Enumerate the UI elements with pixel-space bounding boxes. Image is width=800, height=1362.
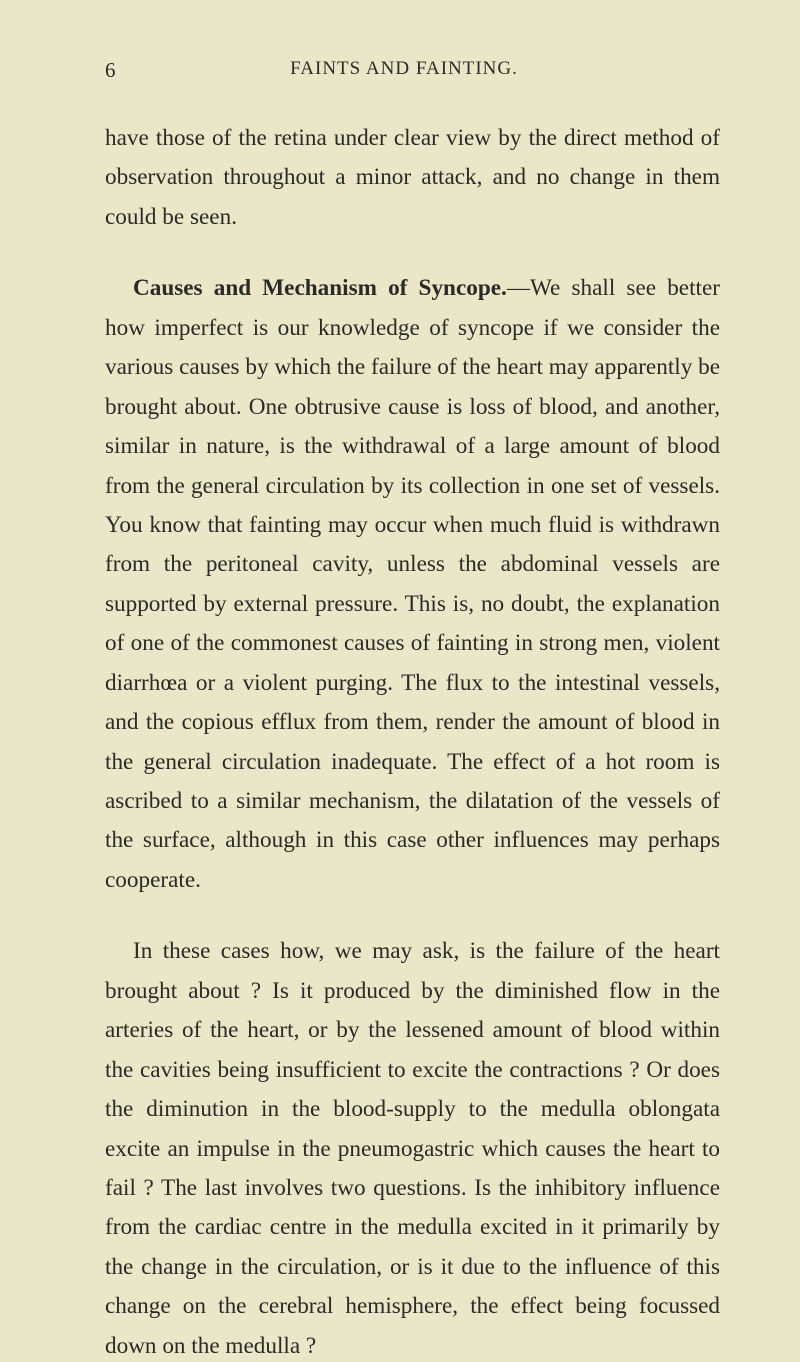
paragraph-1: have those of the retina under clear vie… (105, 119, 720, 237)
paragraph-2: Causes and Mechanism of Syncope.—We shal… (105, 269, 720, 900)
document-page: 6 FAINTS AND FAINTING. have those of the… (0, 0, 800, 1362)
section-heading-causes: Causes and Mechanism of Syncope. (133, 275, 507, 301)
paragraph-3: In these cases how, we may ask, is the f… (105, 932, 720, 1362)
paragraph-2-body: —We shall see better how imperfect is ou… (105, 275, 720, 893)
running-head: 6 FAINTS AND FAINTING. (105, 58, 720, 83)
running-title: FAINTS AND FAINTING. (116, 58, 720, 83)
paragraph-3-body: In these cases how, we may ask, is the f… (105, 938, 720, 1358)
page-number: 6 (105, 58, 116, 83)
